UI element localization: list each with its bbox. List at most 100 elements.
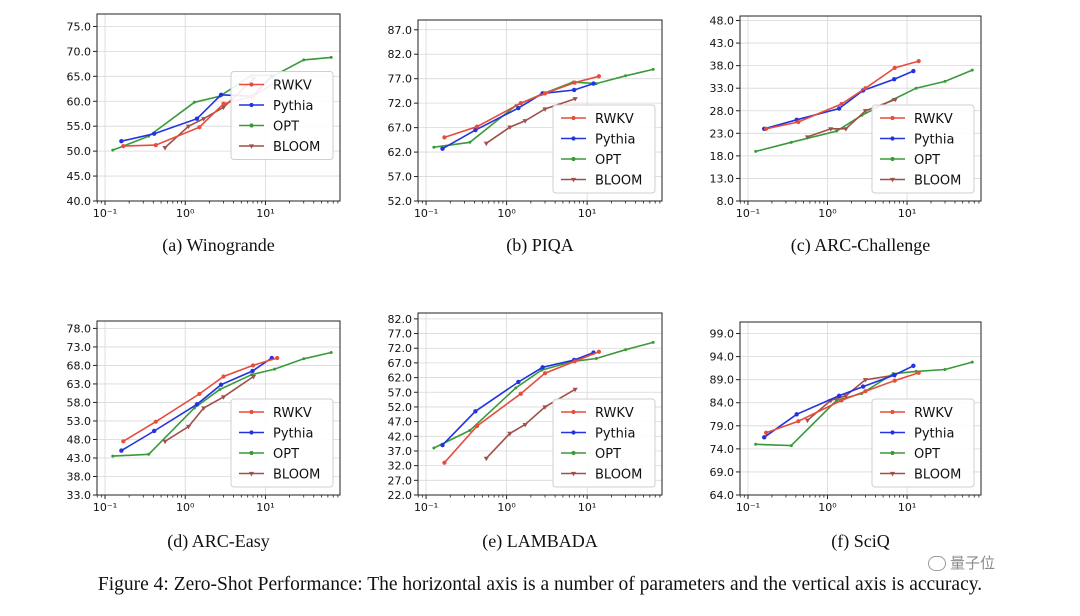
- series-bloom: [162, 374, 257, 445]
- y-tick-label: 57.0: [388, 386, 413, 399]
- data-point: [468, 428, 472, 432]
- legend: RWKV Pythia OPT BLOOM: [871, 104, 975, 194]
- y-tick-label: 60.0: [67, 95, 92, 108]
- legend-label-rwkv: RWKV: [914, 112, 953, 127]
- legend-marker: [571, 409, 576, 415]
- y-tick-label: 89.0: [710, 374, 735, 387]
- data-point: [250, 368, 255, 374]
- series-line-opt: [755, 361, 973, 447]
- data-point: [474, 423, 480, 429]
- data-point: [789, 140, 793, 144]
- data-point: [119, 138, 124, 144]
- data-point: [442, 460, 447, 465]
- data-point: [943, 79, 947, 83]
- data-point: [302, 357, 306, 361]
- legend-label-bloom: BLOOM: [595, 174, 642, 189]
- legend-marker: [570, 471, 577, 477]
- data-point: [542, 107, 548, 112]
- data-point: [835, 129, 839, 133]
- axes-frame: [417, 19, 663, 202]
- legend-label-rwkv: RWKV: [273, 406, 312, 421]
- legend-marker: [571, 115, 576, 121]
- y-tick-label: 22.0: [388, 489, 413, 502]
- legend-marker: [890, 136, 895, 141]
- legend-label-opt: OPT: [595, 153, 621, 168]
- data-point: [440, 146, 445, 151]
- x-tick-label: 10⁻¹: [414, 207, 438, 220]
- legend-label-rwkv: RWKV: [273, 79, 312, 94]
- y-tick-label: 65.0: [67, 70, 92, 83]
- legend-marker: [248, 471, 255, 477]
- legend: RWKV Pythia OPT BLOOM: [552, 104, 656, 194]
- y-tick-label: 48.0: [710, 15, 735, 28]
- data-point: [514, 386, 518, 390]
- data-point: [591, 81, 596, 86]
- legend-label-pythia: Pythia: [595, 427, 635, 442]
- legend-label-bloom: BLOOM: [595, 468, 642, 483]
- series-line-rwkv: [443, 350, 600, 464]
- subplot-caption: (b) PIQA: [506, 235, 574, 256]
- y-tick-label: 45.0: [67, 170, 92, 183]
- data-point: [839, 101, 844, 107]
- data-point: [789, 444, 793, 448]
- data-point: [892, 97, 898, 103]
- y-tick-label: 33.0: [710, 82, 735, 95]
- legend-label-bloom: BLOOM: [914, 174, 961, 189]
- data-point: [542, 91, 548, 96]
- figure-svg: 40.0 45.0 50.0 55.0 60.0 65.0 70.0 75.0 10⁻¹ 10⁰ 1…: [67, 13, 982, 552]
- y-tick-label: 13.0: [710, 172, 735, 185]
- legend-label-pythia: Pythia: [273, 99, 313, 114]
- y-tick-label: 94.0: [710, 351, 735, 364]
- y-tick-label: 69.0: [710, 466, 735, 479]
- legend: RWKV Pythia OPT BLOOM: [871, 398, 975, 488]
- legend-marker: [890, 450, 895, 456]
- data-point: [197, 125, 202, 130]
- legend-label-opt: OPT: [273, 447, 299, 462]
- legend-label-opt: OPT: [273, 120, 299, 135]
- data-point: [596, 349, 602, 354]
- data-point: [250, 363, 256, 368]
- legend-box: [871, 398, 975, 488]
- series-line-rwkv: [444, 75, 600, 139]
- data-point: [763, 126, 769, 131]
- data-point: [153, 419, 158, 424]
- data-point: [863, 86, 868, 91]
- data-point: [162, 146, 168, 151]
- data-point: [763, 430, 769, 435]
- data-point: [862, 378, 869, 383]
- data-point: [836, 393, 842, 399]
- data-point: [147, 452, 151, 456]
- y-tick-label: 18.0: [710, 150, 735, 163]
- y-tick-label: 50.0: [67, 145, 92, 158]
- legend-box: [230, 71, 334, 160]
- x-tick-label: 10⁻¹: [93, 501, 117, 514]
- series-opt: [432, 340, 655, 450]
- data-point: [794, 412, 799, 417]
- data-point: [516, 379, 521, 385]
- data-point: [151, 428, 157, 434]
- x-tick-label: 10¹: [898, 501, 916, 514]
- legend-marker: [890, 156, 895, 162]
- data-point: [796, 119, 801, 125]
- y-tick-label: 38.0: [67, 470, 92, 483]
- data-point: [651, 340, 655, 344]
- y-tick-label: 63.0: [67, 378, 92, 391]
- legend-label-pythia: Pythia: [595, 133, 635, 148]
- data-point: [162, 439, 168, 445]
- data-point: [474, 124, 480, 129]
- data-point: [151, 131, 157, 136]
- series-line-pythia: [763, 365, 914, 438]
- y-tick-label: 47.0: [388, 416, 413, 429]
- legend-marker: [890, 409, 895, 415]
- y-tick-label: 84.0: [710, 397, 735, 410]
- legend-label-rwkv: RWKV: [595, 112, 634, 127]
- data-point: [432, 446, 436, 450]
- series-rwkv: [121, 355, 280, 444]
- legend-marker: [889, 471, 896, 477]
- y-tick-label: 74.0: [710, 443, 735, 456]
- legend-label-rwkv: RWKV: [595, 406, 634, 421]
- y-tick-label: 42.0: [388, 430, 413, 443]
- x-tick-label: 10⁻¹: [414, 501, 438, 514]
- data-point: [843, 394, 849, 399]
- data-point: [892, 378, 897, 383]
